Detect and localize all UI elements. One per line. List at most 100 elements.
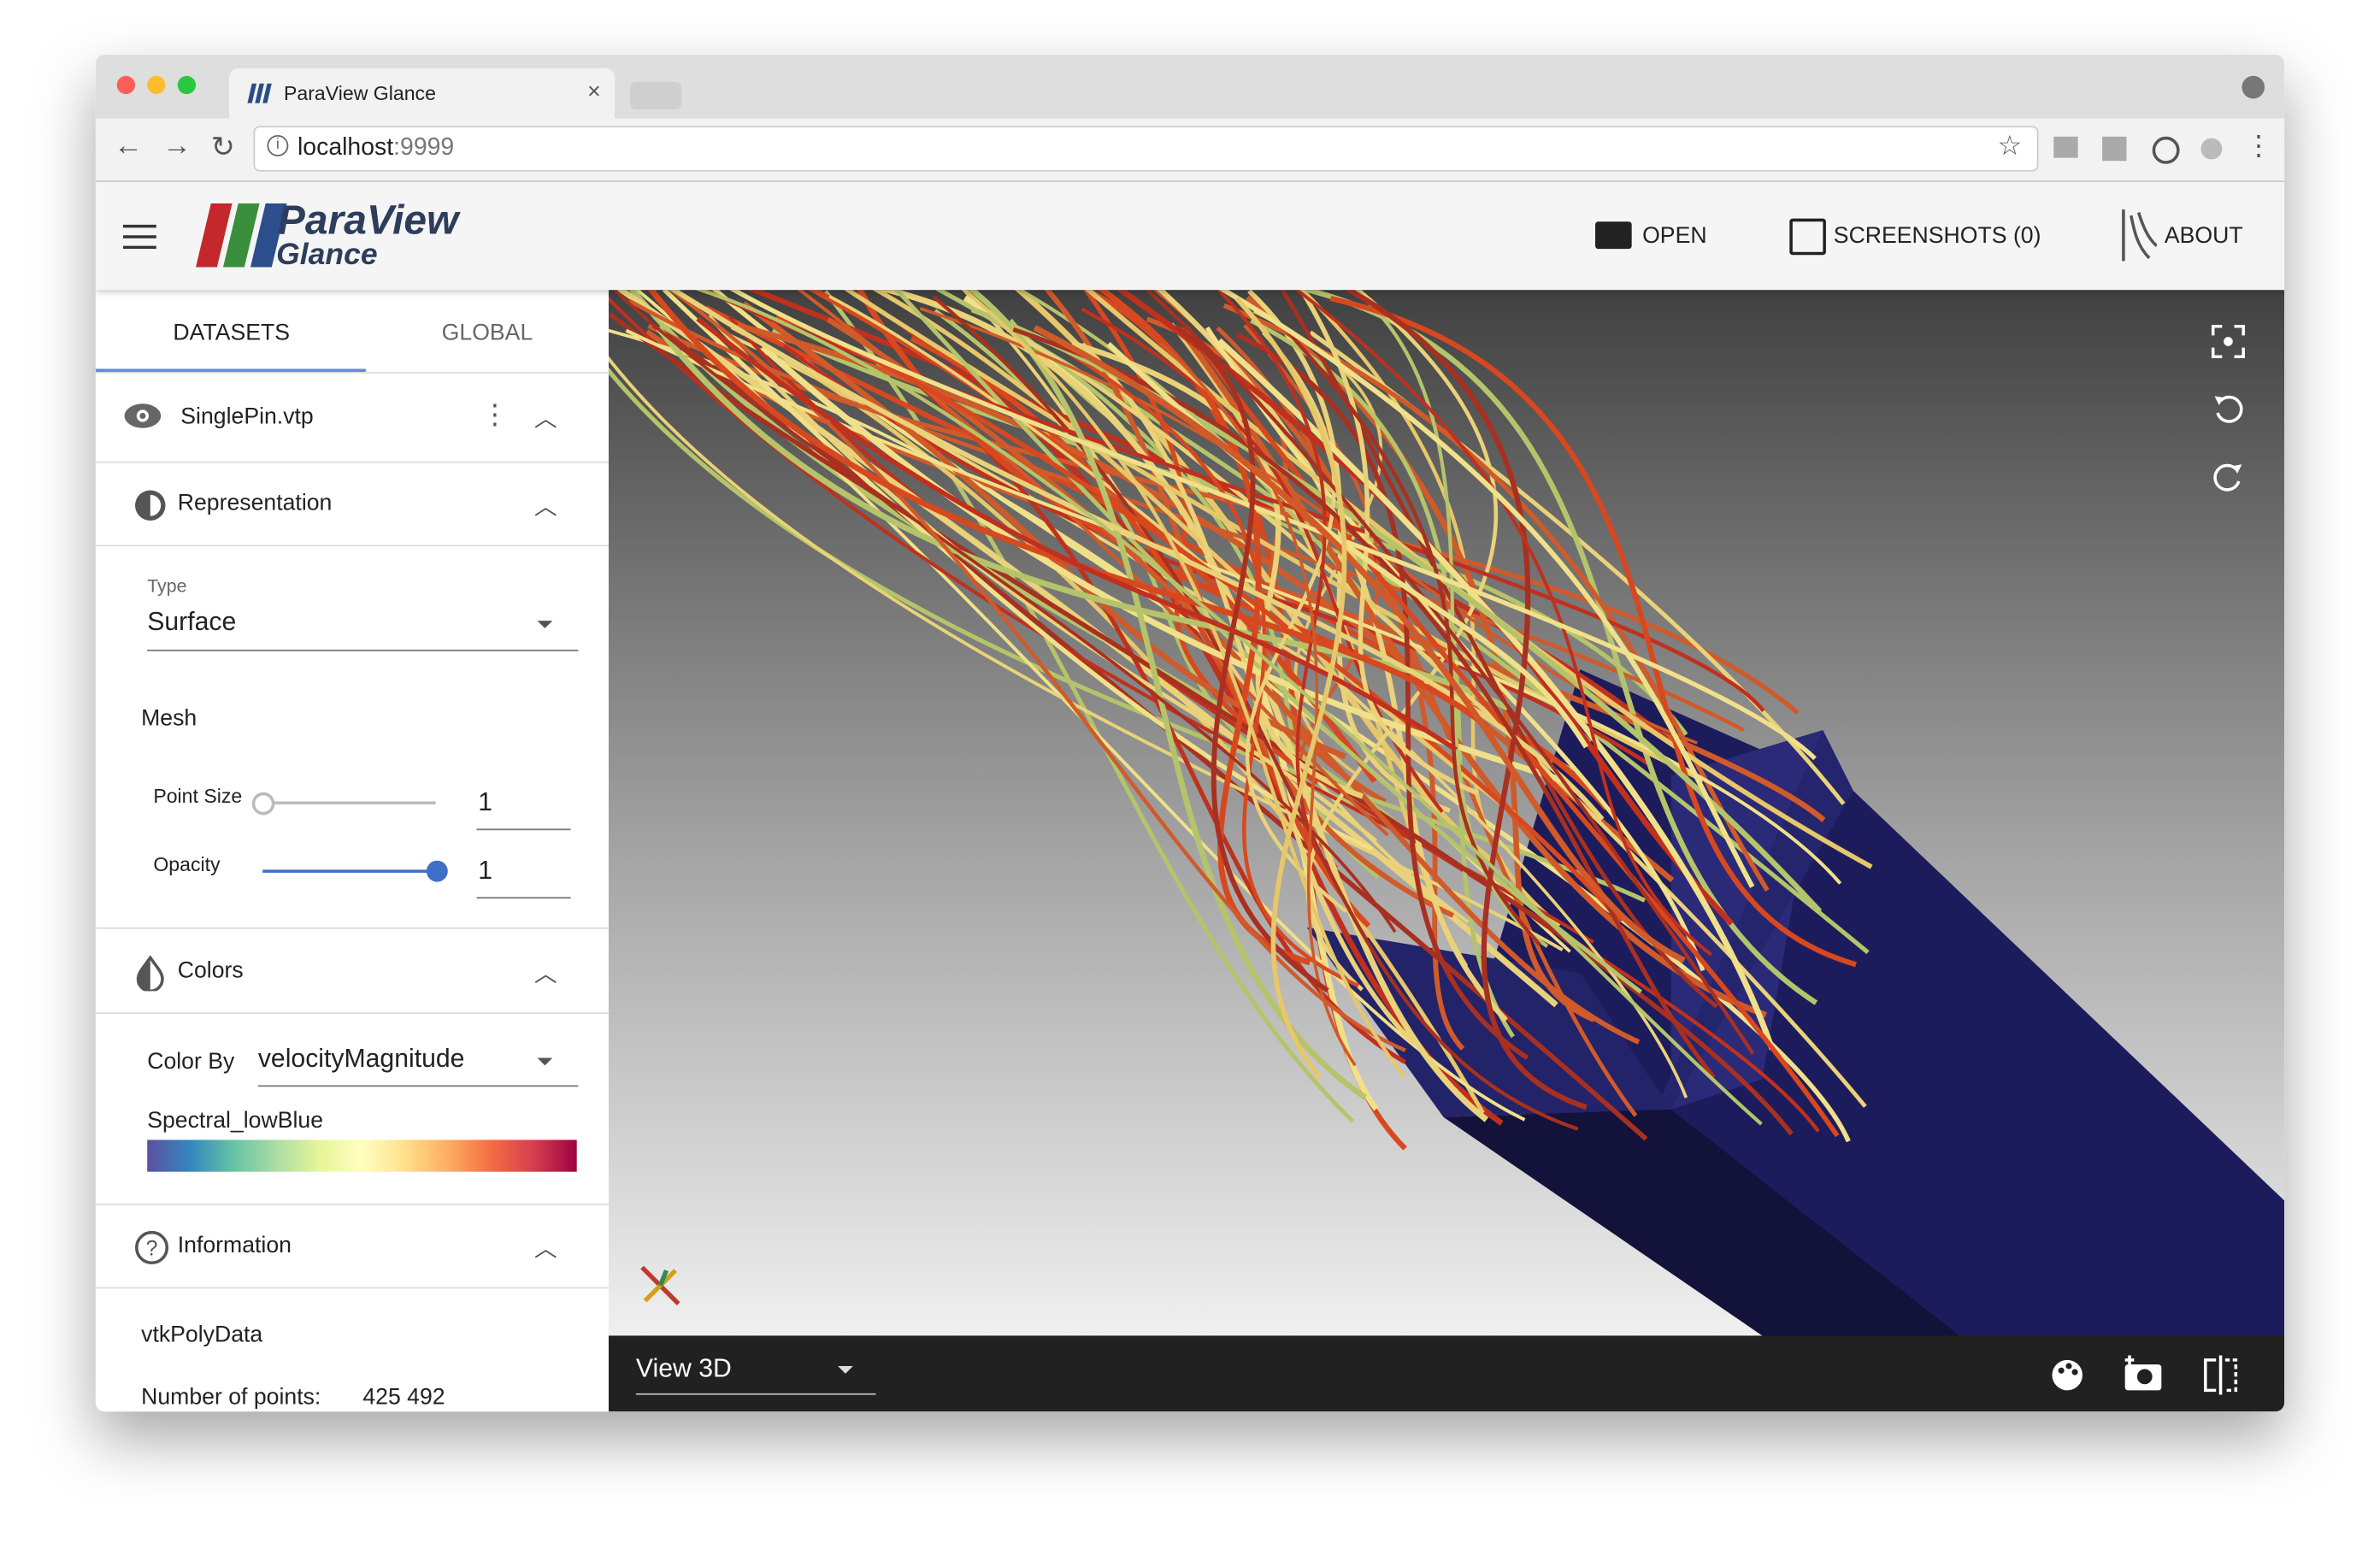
streamline: [1084, 290, 1873, 869]
rotate-left[interactable]: [2212, 393, 2245, 427]
streamline: [828, 294, 1688, 1098]
streamline: [1295, 290, 1712, 957]
open-icon: [1595, 221, 1632, 250]
streamline: [1175, 324, 1329, 993]
tab-datasets[interactable]: DATASETS: [173, 320, 291, 346]
sidebar: DATASETS GLOBAL SinglePin.vtp ⋮ ︿ Repres…: [95, 290, 610, 1412]
slider-track: [262, 801, 436, 805]
number-input[interactable]: 1: [478, 856, 493, 886]
reset-camera[interactable]: [2211, 324, 2245, 359]
select-underline: [257, 1085, 579, 1087]
divider: [95, 371, 609, 374]
streamline: [1329, 296, 1857, 968]
field-label: Color By: [147, 1048, 235, 1075]
streamline: [1012, 327, 1716, 1079]
logo-main: ParaView: [277, 197, 459, 244]
number-input[interactable]: 1: [478, 787, 493, 817]
omnibox[interactable]: i localhost:9999 ☆: [253, 126, 2039, 172]
tab-global[interactable]: GLOBAL: [441, 320, 533, 346]
streamline: [746, 290, 1669, 741]
type-select[interactable]: Surface: [147, 607, 237, 636]
about-button[interactable]: ABOUT: [2164, 222, 2243, 250]
url: localhost:9999: [298, 135, 454, 162]
slider-thumb[interactable]: [426, 860, 448, 882]
slider-label: Point Size: [153, 784, 243, 808]
slider-thumb[interactable]: [251, 792, 275, 816]
scene: [608, 290, 2285, 1336]
pin-shadow: [1443, 1109, 1960, 1336]
view-toolbar: View 3D: [608, 1335, 2285, 1412]
bookmark-star[interactable]: ☆: [1997, 130, 2023, 162]
streamline: [1216, 290, 1327, 856]
section-title: Colors: [177, 957, 244, 984]
divider: [95, 927, 609, 929]
dataset-menu[interactable]: ⋮: [480, 398, 509, 430]
colormap-name: Spectral_lowBlue: [147, 1108, 324, 1134]
streamline: [728, 315, 1820, 1133]
tab-icon: [247, 83, 272, 103]
streamline: [775, 314, 1623, 924]
color-by-select[interactable]: velocityMagnitude: [257, 1044, 465, 1074]
streamline: [1205, 326, 1705, 972]
collapse-toggle[interactable]: ︿: [533, 406, 557, 433]
streamline: [1152, 290, 1465, 1051]
tab-title: ParaView Glance: [284, 81, 436, 105]
data-type: vtkPolyData: [141, 1322, 263, 1348]
view-type-select[interactable]: View 3D: [635, 1353, 732, 1383]
info-value: 425 492: [362, 1384, 445, 1411]
render-view[interactable]: [608, 290, 2285, 1336]
visibility-icon[interactable]: [123, 403, 162, 430]
streamline: [1054, 343, 1360, 988]
logo-sub: Glance: [276, 238, 378, 272]
input-underline: [476, 828, 571, 831]
max-dot[interactable]: [177, 75, 197, 95]
dataset-name: SinglePin.vtp: [180, 403, 314, 430]
streamline: [1245, 331, 1348, 914]
section-title: Information: [177, 1232, 292, 1258]
ext-icon[interactable]: [2102, 136, 2127, 162]
subsection-title: Mesh: [141, 705, 197, 732]
tab-indicator: [95, 368, 366, 372]
close-dot[interactable]: [116, 75, 136, 95]
forward-button[interactable]: →: [162, 130, 191, 162]
orientation-axes: [640, 1265, 680, 1306]
ext-icon[interactable]: [2200, 138, 2223, 160]
split-view-button[interactable]: [2202, 1355, 2239, 1395]
ext-icon[interactable]: [2053, 136, 2078, 158]
streamline: [1144, 290, 1755, 1055]
about-icon: [2122, 209, 2157, 262]
streamline: [1343, 290, 1588, 1110]
min-dot[interactable]: [147, 75, 166, 95]
profile-icon[interactable]: [2242, 75, 2265, 99]
divider: [95, 1012, 609, 1015]
menu-button[interactable]: ⋮: [2244, 130, 2272, 162]
collapse-toggle[interactable]: ︿: [533, 962, 557, 988]
rotate-right[interactable]: [2212, 462, 2245, 495]
collapse-toggle[interactable]: ︿: [533, 494, 557, 521]
collapse-toggle[interactable]: ︿: [533, 1237, 557, 1263]
back-button[interactable]: ←: [114, 130, 143, 162]
select-underline: [147, 649, 579, 651]
palette-button[interactable]: [2051, 1358, 2084, 1392]
streamline: [1234, 296, 1347, 1081]
streamlines: [608, 290, 1873, 1151]
open-button[interactable]: OPEN: [1642, 222, 1707, 250]
streamline: [694, 290, 1763, 1126]
hamburger[interactable]: [122, 224, 156, 250]
tab-close[interactable]: ×: [587, 79, 601, 105]
screenshots-icon: [1789, 218, 1826, 256]
screenshot-button[interactable]: [2124, 1355, 2166, 1393]
info-icon: i: [267, 135, 289, 156]
tab[interactable]: ParaView Glance ×: [229, 68, 616, 119]
colormap-bar[interactable]: [147, 1140, 577, 1172]
streamline: [1218, 290, 1755, 888]
streamline: [696, 316, 1458, 752]
ext-icon[interactable]: [2152, 136, 2180, 164]
info-label: Number of points:: [141, 1384, 321, 1411]
screenshots-button[interactable]: SCREENSHOTS (0): [1833, 222, 2041, 250]
new-tab[interactable]: [629, 81, 682, 109]
streamline: [1156, 290, 1508, 1022]
streamline: [1006, 327, 1867, 1108]
reload-button[interactable]: ↻: [210, 132, 236, 164]
